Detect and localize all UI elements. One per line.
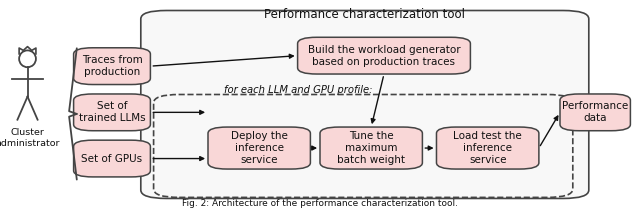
Text: Performance
data: Performance data: [562, 101, 628, 123]
Text: Fig. 2: Architecture of the performance characterization tool.: Fig. 2: Architecture of the performance …: [182, 199, 458, 208]
FancyBboxPatch shape: [74, 94, 150, 131]
FancyBboxPatch shape: [141, 10, 589, 198]
FancyBboxPatch shape: [298, 37, 470, 74]
FancyBboxPatch shape: [320, 127, 422, 169]
FancyBboxPatch shape: [74, 140, 150, 177]
Text: Set of GPUs: Set of GPUs: [81, 154, 143, 164]
FancyBboxPatch shape: [560, 94, 630, 131]
FancyBboxPatch shape: [74, 48, 150, 84]
Text: Set of
trained LLMs: Set of trained LLMs: [79, 101, 145, 123]
Text: Performance characterization tool: Performance characterization tool: [264, 8, 465, 21]
FancyBboxPatch shape: [436, 127, 539, 169]
Text: Cluster
administrator: Cluster administrator: [0, 128, 60, 147]
Text: Tune the
maximum
batch weight: Tune the maximum batch weight: [337, 131, 405, 165]
Text: for each LLM and GPU profile:: for each LLM and GPU profile:: [224, 85, 372, 95]
Text: Deploy the
inference
service: Deploy the inference service: [231, 131, 287, 165]
Text: Traces from
production: Traces from production: [82, 55, 142, 77]
Text: Load test the
inference
service: Load test the inference service: [453, 131, 522, 165]
Text: Build the workload generator
based on production traces: Build the workload generator based on pr…: [308, 45, 460, 67]
FancyBboxPatch shape: [208, 127, 310, 169]
